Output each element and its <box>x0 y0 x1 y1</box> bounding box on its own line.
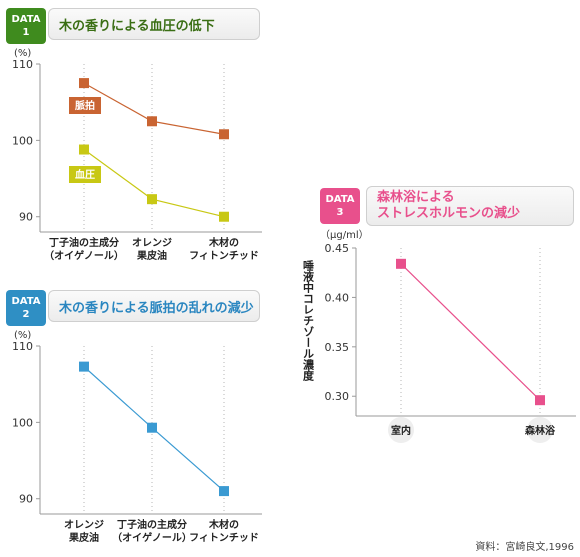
data-point <box>219 211 229 222</box>
x-tick-label: オレンジ <box>132 237 172 249</box>
x-tick-bubble <box>388 417 414 443</box>
x-tick-label: 果皮油 <box>68 531 99 544</box>
data-point <box>219 486 229 497</box>
series-tag-label: 脈拍 <box>75 99 95 112</box>
chart-3-title-line1: 森林浴による <box>377 190 455 205</box>
y-tick-label: 110 <box>12 58 33 71</box>
y-tick-label: 0.30 <box>325 390 350 403</box>
chart-1-title-text: 木の香りによる血圧の低下 <box>59 18 215 34</box>
chart-2-title: 木の香りによる脈拍の乱れの減少 <box>48 290 260 322</box>
data-point <box>79 361 89 372</box>
y-axis-title: 唾液中コレチゾール濃度 <box>302 260 315 382</box>
x-tick-label: 丁子油の主成分 <box>49 236 119 249</box>
y-tick-label: 0.35 <box>325 341 350 354</box>
chart-3-badge-line1: DATA <box>325 194 355 205</box>
chart-1-badge: DATA 1 <box>6 8 46 44</box>
y-unit-label: (%) <box>14 330 31 341</box>
data-point <box>147 194 157 205</box>
chart-3-title-line2: ストレスホルモンの減少 <box>377 206 521 221</box>
source-note: 資料：宮崎良文,1996 <box>475 542 574 553</box>
chart-3-plot: （μg/ml） 0.30 0.35 0.40 0.45 室内 森林浴 唾液中コレチゾール濃度 <box>302 229 576 443</box>
x-tick-label: （オイゲノール） <box>112 531 192 544</box>
y-tick-label: 0.40 <box>325 291 350 304</box>
chart-1-panel: DATA 1 木の香りによる血圧の低下 (%) 90 100 110 丁子油の主成分 （オ… <box>0 0 270 275</box>
x-tick-label: フィトンチッド <box>189 532 259 544</box>
chart-3-badge-line2: 3 <box>336 207 344 218</box>
data-point <box>396 258 406 269</box>
chart-2-badge-line2: 2 <box>22 309 30 320</box>
x-tick-label: 木材の <box>208 518 239 531</box>
x-tick-label: 室内 <box>391 424 411 437</box>
data-point <box>79 144 89 155</box>
x-tick-label: 丁子油の主成分 <box>117 518 187 531</box>
data-point <box>147 422 157 433</box>
series-line <box>400 263 541 401</box>
x-tick-bubble <box>527 417 553 443</box>
y-tick-label: 110 <box>12 340 33 353</box>
series-tag-label: 血圧 <box>75 168 95 181</box>
chart-1-badge-line2: 1 <box>22 27 30 38</box>
chart-2-badge-line1: DATA <box>11 296 41 307</box>
series-line <box>83 82 225 135</box>
y-tick-label: 90 <box>19 211 33 224</box>
x-tick-label: 森林浴 <box>524 424 556 437</box>
y-tick-label: 90 <box>19 493 33 506</box>
chart-3-title: 森林浴による ストレスホルモンの減少 <box>366 186 574 226</box>
x-tick-label: （オイゲノール） <box>44 249 124 262</box>
chart-3-badge: DATA 3 <box>320 188 360 224</box>
x-tick-label: 果皮油 <box>136 249 167 262</box>
chart-2-title-text: 木の香りによる脈拍の乱れの減少 <box>59 300 254 316</box>
chart-2-panel: DATA 2 木の香りによる脈拍の乱れの減少 (%) 90 100 110 オレンジ 果皮… <box>0 282 270 557</box>
x-tick-label: オレンジ <box>64 519 104 531</box>
data-point <box>79 78 89 89</box>
data-point <box>147 116 157 127</box>
chart-1-title: 木の香りによる血圧の低下 <box>48 8 260 40</box>
series-tag <box>69 166 101 183</box>
data-point <box>219 129 229 140</box>
y-unit-label: (%) <box>14 48 31 59</box>
chart-3-panel: DATA 3 森林浴による ストレスホルモンの減少 （μg/ml） 0.30 0.3… <box>290 182 580 457</box>
y-tick-label: 0.45 <box>325 242 350 255</box>
y-unit-label: （μg/ml） <box>320 229 369 241</box>
x-tick-label: フィトンチッド <box>189 250 259 262</box>
series-line <box>83 149 225 218</box>
chart-1-badge-line1: DATA <box>11 14 41 25</box>
y-tick-label: 100 <box>12 134 33 147</box>
x-tick-label: 木材の <box>208 236 239 249</box>
y-tick-label: 100 <box>12 416 33 429</box>
chart-2-badge: DATA 2 <box>6 290 46 326</box>
series-tag <box>69 97 101 114</box>
data-point <box>535 395 545 406</box>
